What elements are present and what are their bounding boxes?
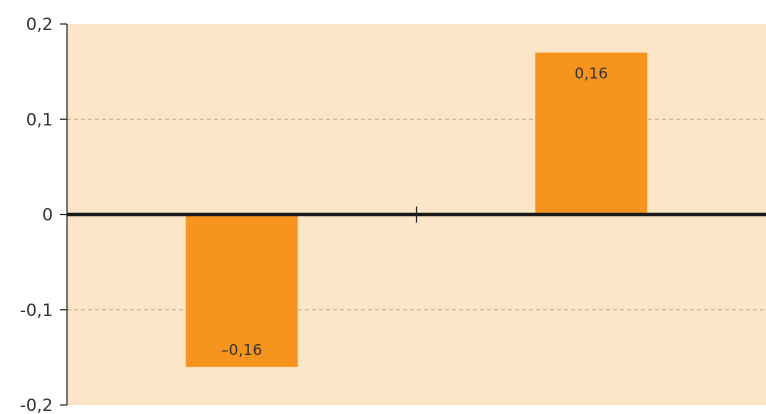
bar-data-label: –0,16 [221,341,262,359]
bar [535,52,648,215]
bar [185,214,298,367]
labels: 0,2 0,1 0 -0,1 -0,2 –0,16 0,16 [20,15,608,414]
y-tick-label: 0 [42,206,53,226]
y-tick-label: -0,1 [20,301,53,321]
y-tick-label: 0,2 [26,15,53,35]
axes [60,23,766,406]
grid-lines [67,118,766,311]
bar-data-label: 0,16 [575,65,608,83]
bars [185,52,648,367]
y-tick-label: 0,1 [26,110,53,130]
y-tick-label: -0,2 [20,396,53,414]
